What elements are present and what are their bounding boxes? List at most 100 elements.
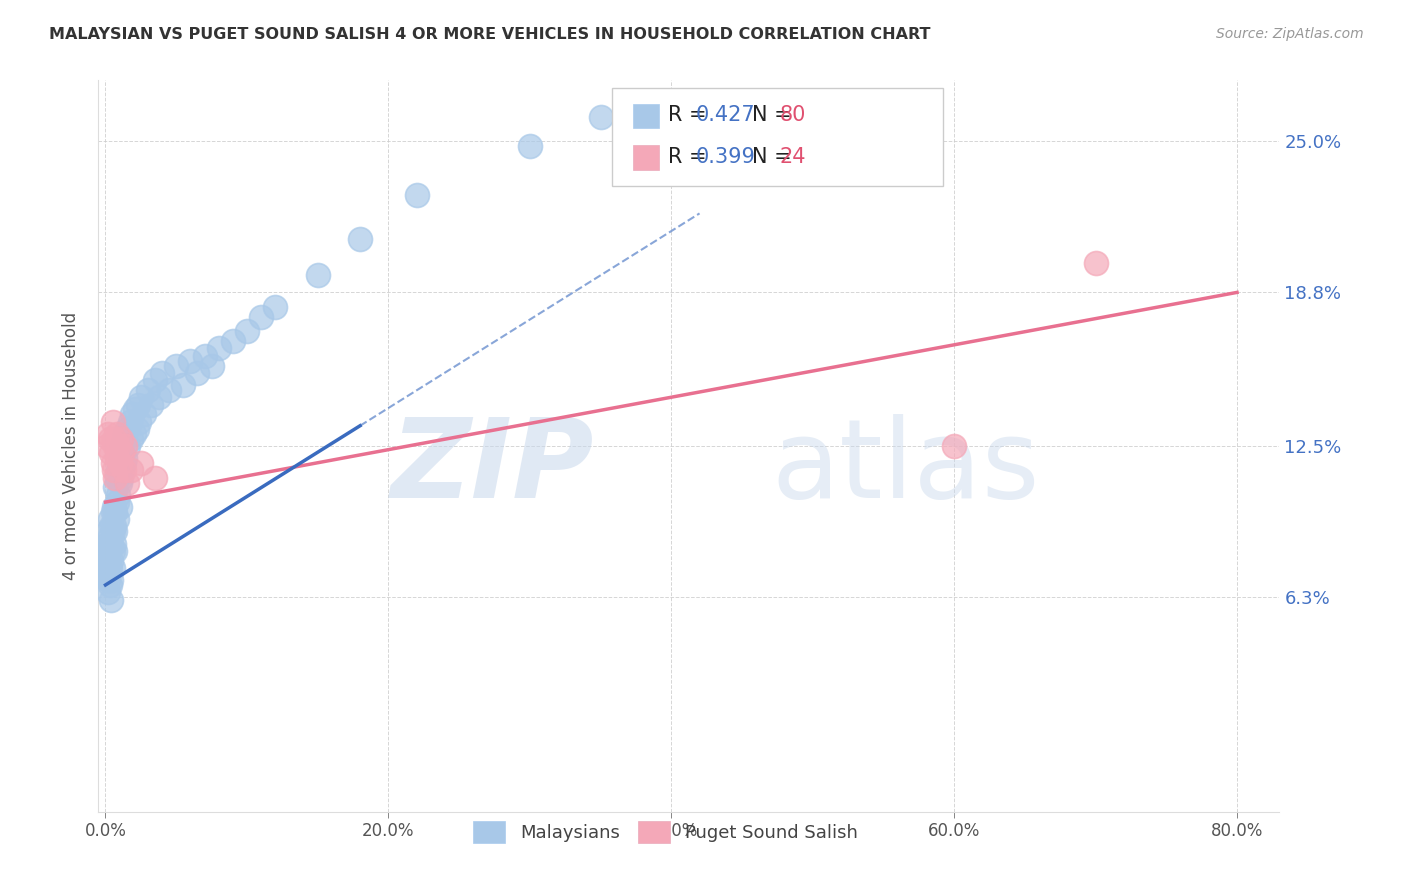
Point bbox=[148, 390, 170, 404]
Point bbox=[100, 592, 122, 607]
Point bbox=[98, 536, 121, 550]
Legend: Malaysians, Puget Sound Salish: Malaysians, Puget Sound Salish bbox=[465, 814, 865, 850]
Point bbox=[97, 585, 120, 599]
Point bbox=[97, 524, 120, 539]
Point bbox=[97, 573, 120, 587]
Point bbox=[104, 439, 127, 453]
Point bbox=[250, 310, 273, 324]
Point bbox=[236, 325, 259, 339]
Text: 0.399: 0.399 bbox=[696, 147, 756, 167]
Text: 0.427: 0.427 bbox=[696, 105, 755, 126]
Point bbox=[143, 471, 166, 485]
Point bbox=[1084, 256, 1107, 270]
Point bbox=[115, 475, 138, 490]
Point bbox=[100, 536, 122, 550]
Point bbox=[104, 505, 127, 519]
Point bbox=[101, 505, 124, 519]
Point bbox=[107, 439, 129, 453]
Point bbox=[110, 471, 132, 485]
Point bbox=[143, 373, 166, 387]
Point bbox=[124, 402, 146, 417]
Point bbox=[105, 426, 128, 441]
Point bbox=[105, 495, 128, 509]
Point bbox=[105, 471, 128, 485]
Point bbox=[114, 439, 136, 453]
Point bbox=[105, 512, 128, 526]
Point bbox=[222, 334, 245, 348]
Point bbox=[98, 529, 121, 543]
Point bbox=[115, 422, 138, 436]
Point bbox=[114, 426, 136, 441]
Point bbox=[100, 446, 122, 460]
Point bbox=[101, 524, 124, 539]
Point bbox=[103, 432, 125, 446]
Point bbox=[98, 578, 121, 592]
Point bbox=[111, 439, 134, 453]
Point bbox=[110, 432, 132, 446]
FancyBboxPatch shape bbox=[612, 87, 943, 186]
Point bbox=[103, 536, 125, 550]
Point bbox=[307, 268, 329, 283]
Point bbox=[157, 383, 180, 397]
FancyBboxPatch shape bbox=[634, 145, 659, 169]
Text: 80: 80 bbox=[780, 105, 806, 126]
Point bbox=[97, 426, 120, 441]
Text: ZIP: ZIP bbox=[391, 415, 595, 522]
Point bbox=[100, 519, 122, 533]
Point bbox=[112, 463, 135, 477]
Point bbox=[111, 463, 134, 477]
Point bbox=[107, 488, 129, 502]
Point bbox=[943, 439, 966, 453]
Text: 24: 24 bbox=[780, 147, 807, 167]
Point bbox=[104, 471, 127, 485]
Point bbox=[120, 463, 142, 477]
Point bbox=[96, 439, 118, 453]
Point bbox=[97, 544, 120, 558]
Point bbox=[104, 544, 127, 558]
Point bbox=[97, 553, 120, 567]
Point bbox=[129, 456, 152, 470]
Point bbox=[98, 432, 121, 446]
Point bbox=[98, 561, 121, 575]
Point bbox=[129, 390, 152, 404]
Point bbox=[104, 524, 127, 539]
Point bbox=[172, 378, 194, 392]
Point bbox=[108, 500, 131, 514]
Point bbox=[96, 549, 118, 563]
Point bbox=[101, 456, 124, 470]
Point bbox=[108, 456, 131, 470]
Point bbox=[179, 353, 201, 368]
Point bbox=[186, 366, 208, 380]
Point bbox=[104, 480, 127, 494]
Point bbox=[118, 415, 141, 429]
Point bbox=[105, 451, 128, 466]
Point bbox=[193, 349, 215, 363]
Point bbox=[100, 573, 122, 587]
Point bbox=[349, 232, 371, 246]
Point bbox=[165, 359, 187, 373]
Point bbox=[108, 475, 131, 490]
Point bbox=[139, 398, 162, 412]
FancyBboxPatch shape bbox=[634, 103, 659, 128]
Point bbox=[103, 463, 125, 477]
Point bbox=[121, 407, 143, 421]
Point bbox=[101, 415, 124, 429]
Point bbox=[96, 561, 118, 575]
Point bbox=[127, 398, 149, 412]
Point bbox=[120, 432, 142, 446]
Point bbox=[101, 561, 124, 575]
Point bbox=[112, 456, 135, 470]
Y-axis label: 4 or more Vehicles in Household: 4 or more Vehicles in Household bbox=[62, 312, 80, 580]
Point bbox=[150, 366, 173, 380]
Text: MALAYSIAN VS PUGET SOUND SALISH 4 OR MORE VEHICLES IN HOUSEHOLD CORRELATION CHAR: MALAYSIAN VS PUGET SOUND SALISH 4 OR MOR… bbox=[49, 27, 931, 42]
Point bbox=[111, 446, 134, 460]
Text: R =: R = bbox=[668, 105, 713, 126]
Point bbox=[136, 383, 159, 397]
Point bbox=[125, 422, 148, 436]
Point bbox=[96, 568, 118, 582]
Point bbox=[200, 359, 222, 373]
Point bbox=[132, 407, 155, 421]
Point bbox=[264, 300, 287, 314]
Point bbox=[405, 187, 427, 202]
Text: N =: N = bbox=[752, 147, 799, 167]
